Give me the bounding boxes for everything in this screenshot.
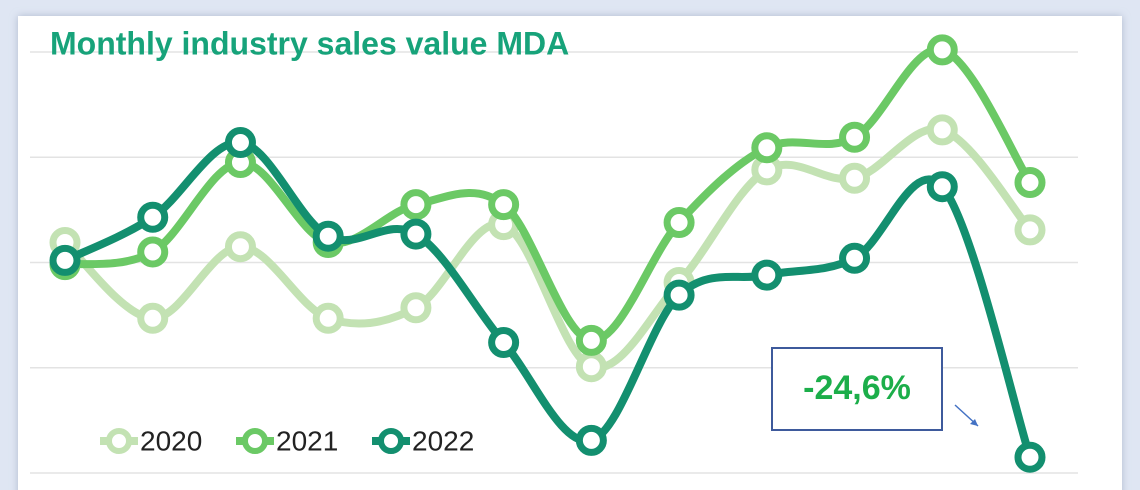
point (137, 302, 169, 334)
point (49, 244, 81, 276)
legend-marker (242, 428, 268, 454)
legend-marker (378, 428, 404, 454)
point (575, 424, 607, 456)
series (49, 127, 1046, 473)
point (312, 220, 344, 252)
point (839, 242, 871, 274)
annotation: -24,6% (803, 369, 911, 407)
point (137, 236, 169, 268)
point (400, 218, 432, 250)
point (926, 34, 958, 66)
legend-label: 2022 (412, 425, 474, 456)
lines (49, 34, 1046, 473)
point (839, 121, 871, 153)
legend-marker (106, 428, 132, 454)
legend-label: 2021 (276, 425, 338, 456)
plot-panel (18, 16, 1122, 490)
annotation-box (771, 347, 943, 431)
point (575, 351, 607, 383)
point (137, 201, 169, 233)
point (488, 326, 520, 358)
point (1014, 167, 1046, 199)
point (926, 171, 958, 203)
point (839, 162, 871, 194)
annotation-arrowhead (970, 419, 978, 426)
point (663, 207, 695, 239)
point (312, 302, 344, 334)
point (926, 114, 958, 146)
legend-label: 2020 (140, 425, 202, 456)
point (224, 127, 256, 159)
chart-title: Monthly industry sales value MDA (50, 25, 569, 61)
point (751, 259, 783, 291)
series (49, 114, 1046, 383)
point (488, 189, 520, 221)
point (575, 324, 607, 356)
point (1014, 214, 1046, 246)
point (224, 231, 256, 263)
point (1014, 441, 1046, 473)
point (400, 292, 432, 324)
point (400, 189, 432, 221)
legend: 2020 2021 2022 (100, 425, 474, 456)
point (751, 132, 783, 164)
point (663, 279, 695, 311)
